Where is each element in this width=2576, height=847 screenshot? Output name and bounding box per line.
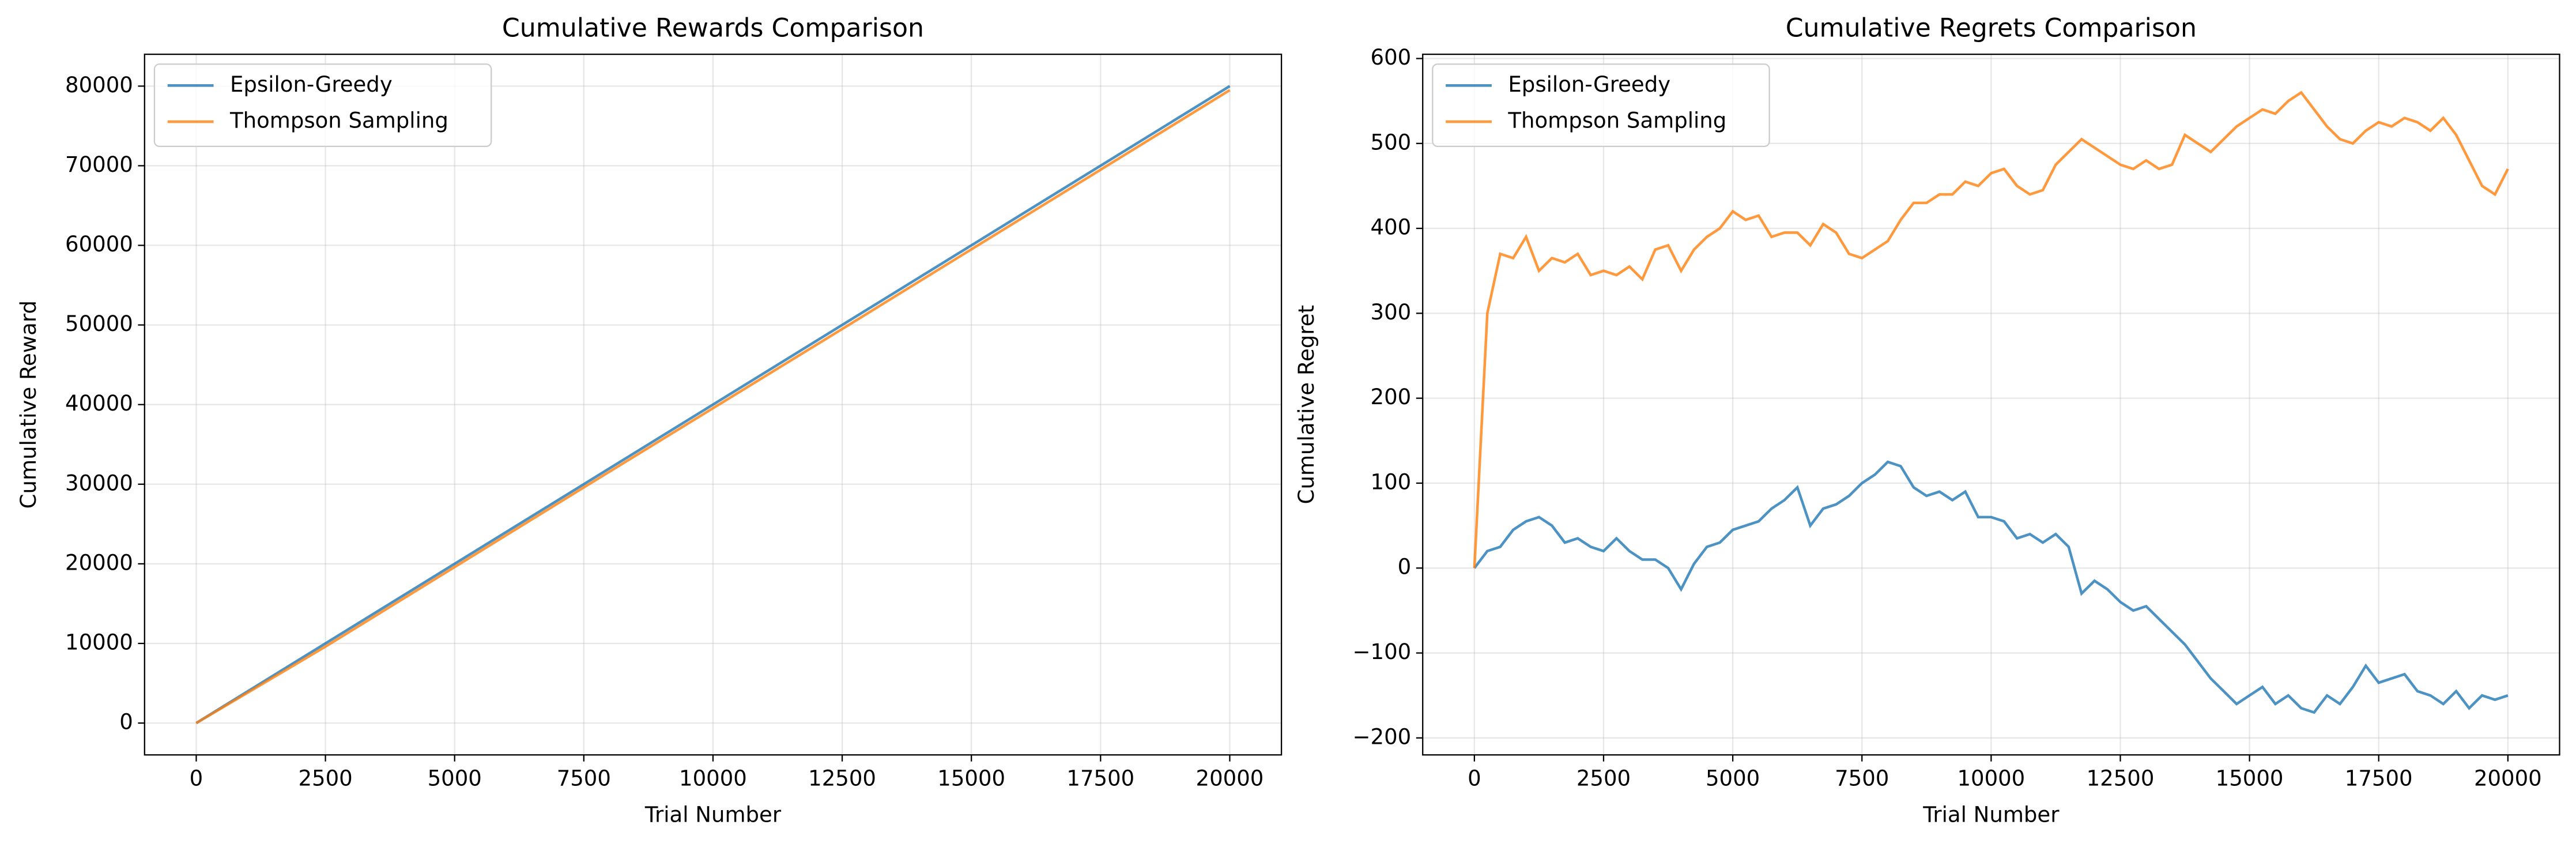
y-tick-label: −100 bbox=[1353, 639, 1412, 664]
x-tick-label: 0 bbox=[1468, 766, 1481, 791]
y-tick-label: 10000 bbox=[65, 630, 133, 654]
x-tick-label: 17500 bbox=[2345, 766, 2413, 791]
x-tick-label: 2500 bbox=[298, 766, 352, 791]
legend-label: Thompson Sampling bbox=[229, 108, 448, 133]
legend-label: Thompson Sampling bbox=[1507, 108, 1726, 133]
y-tick-label: 0 bbox=[119, 710, 133, 735]
y-tick-label: 20000 bbox=[65, 550, 133, 575]
y-tick-label: 300 bbox=[1371, 300, 1412, 325]
x-tick-label: 2500 bbox=[1576, 766, 1631, 791]
x-tick-label: 7500 bbox=[557, 766, 611, 791]
x-tick-label: 10000 bbox=[679, 766, 747, 791]
series-line bbox=[195, 89, 1231, 725]
legend-box bbox=[1432, 63, 1770, 148]
y-tick-label: 70000 bbox=[65, 152, 133, 177]
x-tick-label: 20000 bbox=[1196, 766, 1264, 791]
axes-frame bbox=[144, 53, 1283, 756]
chart-title: Cumulative Rewards Comparison bbox=[502, 13, 924, 43]
legend-label: Epsilon-Greedy bbox=[230, 72, 393, 97]
y-tick-label: 400 bbox=[1371, 215, 1412, 240]
y-tick-label: 80000 bbox=[65, 73, 133, 97]
x-tick-label: 20000 bbox=[2474, 766, 2542, 791]
x-tick-label: 12500 bbox=[2087, 766, 2155, 791]
y-tick-label: 100 bbox=[1371, 469, 1412, 494]
legend-box bbox=[153, 63, 492, 148]
y-tick-label: 500 bbox=[1371, 130, 1412, 155]
y-tick-label: 200 bbox=[1371, 385, 1412, 409]
series-line bbox=[1473, 460, 2509, 714]
x-tick-label: 7500 bbox=[1835, 766, 1889, 791]
y-tick-label: −200 bbox=[1353, 724, 1412, 749]
x-tick-label: 17500 bbox=[1066, 766, 1134, 791]
x-tick-label: 15000 bbox=[937, 766, 1005, 791]
y-tick-label: 50000 bbox=[65, 311, 133, 336]
x-tick-label: 12500 bbox=[808, 766, 876, 791]
chart-title: Cumulative Regrets Comparison bbox=[1786, 13, 2197, 43]
y-axis-label: Cumulative Regret bbox=[1294, 305, 1319, 504]
x-axis-label: Trial Number bbox=[1922, 802, 2060, 827]
x-axis-label: Trial Number bbox=[644, 802, 782, 827]
series-line bbox=[195, 85, 1231, 724]
y-tick-label: 30000 bbox=[65, 470, 133, 495]
y-axis-label: Cumulative Reward bbox=[16, 300, 41, 509]
x-tick-label: 0 bbox=[190, 766, 203, 791]
y-tick-label: 40000 bbox=[65, 391, 133, 416]
x-tick-label: 5000 bbox=[1706, 766, 1760, 791]
y-tick-label: 60000 bbox=[65, 232, 133, 257]
x-tick-label: 5000 bbox=[428, 766, 482, 791]
axes-frame bbox=[1422, 53, 2560, 756]
y-tick-label: 600 bbox=[1371, 45, 1412, 70]
x-tick-label: 10000 bbox=[1957, 766, 2025, 791]
legend-label: Epsilon-Greedy bbox=[1508, 72, 1670, 97]
x-tick-label: 15000 bbox=[2216, 766, 2284, 791]
y-tick-label: 0 bbox=[1398, 555, 1412, 579]
series-line bbox=[1473, 91, 2509, 569]
